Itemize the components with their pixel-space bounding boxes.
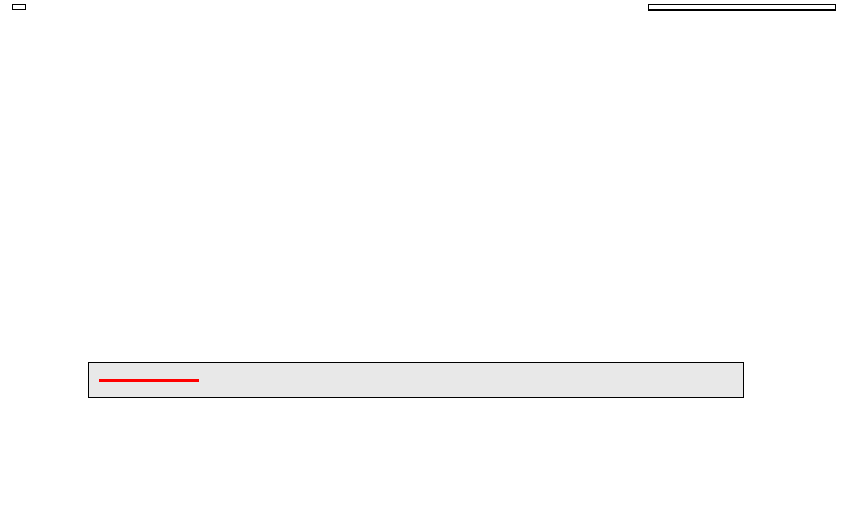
fit-legend	[88, 362, 744, 398]
stats-box	[648, 4, 836, 11]
stats-hist-name	[649, 5, 835, 10]
heatmap-plot	[0, 0, 300, 150]
plot-title	[12, 4, 26, 10]
legend-line-swatch	[99, 379, 199, 382]
